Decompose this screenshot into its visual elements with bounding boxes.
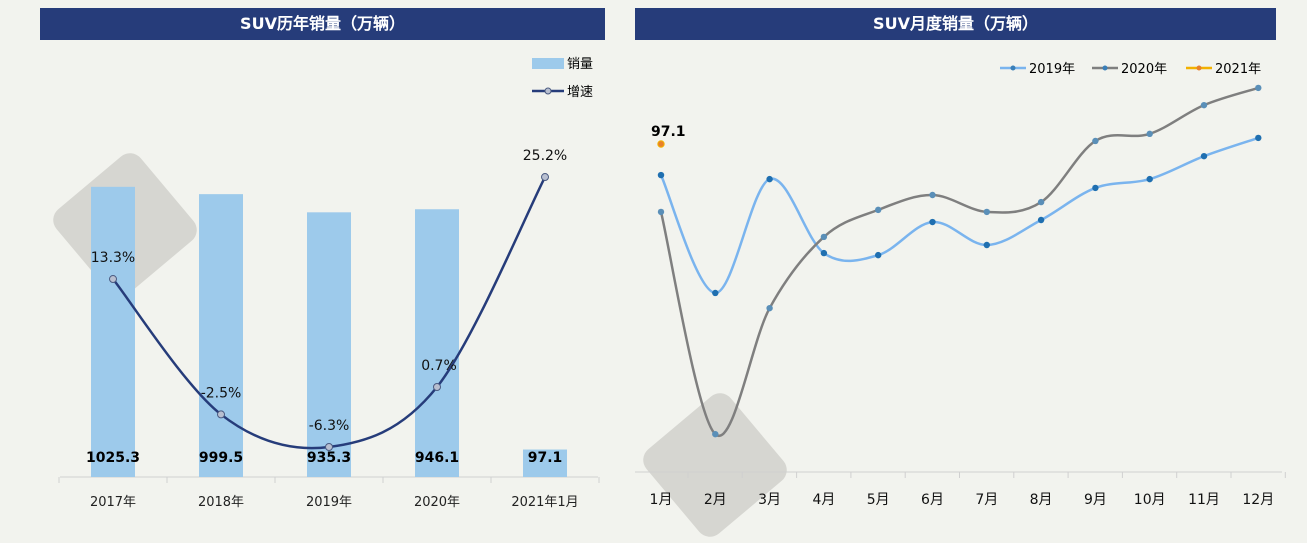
x-tick-label: 4月 xyxy=(812,492,835,508)
x-tick-label: 1月 xyxy=(650,492,673,508)
data-point xyxy=(1037,216,1045,224)
growth-label: 0.7% xyxy=(421,358,457,374)
data-point xyxy=(1037,198,1045,206)
data-point xyxy=(983,208,990,216)
legend-marker xyxy=(1196,65,1202,71)
series-line-2020年 xyxy=(659,86,1259,438)
growth-point xyxy=(541,173,549,182)
x-tick-label: 11月 xyxy=(1188,492,1220,508)
legend-bar-swatch xyxy=(532,58,564,69)
data-point xyxy=(1092,137,1099,145)
bar xyxy=(91,186,135,478)
data-point xyxy=(875,251,882,259)
data-point xyxy=(657,208,665,216)
data-point xyxy=(983,241,990,249)
x-tick-label: 8月 xyxy=(1030,492,1053,508)
x-tick-label: 2019年 xyxy=(306,495,352,510)
x-tick-label: 2月 xyxy=(704,492,727,508)
x-tick-label: 2017年 xyxy=(90,495,136,510)
data-point xyxy=(712,430,719,438)
bar-label: 1025.3 xyxy=(86,450,140,466)
left-chart-title: SUV历年销量（万辆） xyxy=(40,8,605,40)
x-tick-label: 2021年1月 xyxy=(511,495,578,510)
watermark-logo-icon xyxy=(643,393,787,537)
legend-marker xyxy=(1010,65,1016,71)
x-tick-label: 9月 xyxy=(1084,492,1107,508)
series-line-2019年 xyxy=(659,136,1259,295)
legend-marker xyxy=(1102,65,1108,71)
legend-label: 2020年 xyxy=(1121,62,1167,77)
bar xyxy=(199,194,243,478)
data-point xyxy=(1255,84,1262,92)
growth-label: 13.3% xyxy=(91,250,135,266)
bar-label: 999.5 xyxy=(199,450,243,466)
legend-label: 销量 xyxy=(567,57,593,72)
growth-label: -2.5% xyxy=(201,385,242,401)
data-point xyxy=(766,304,773,312)
data-point xyxy=(1092,184,1099,192)
legend-label: 2019年 xyxy=(1029,62,1075,77)
data-point xyxy=(1200,152,1208,160)
growth-point xyxy=(109,275,117,284)
data-point xyxy=(1255,134,1262,142)
growth-label: -6.3% xyxy=(309,418,350,434)
legend-label: 2021年 xyxy=(1215,62,1261,77)
growth-point xyxy=(325,442,333,451)
x-tick-label: 7月 xyxy=(975,492,998,508)
data-label-2021: 97.1 xyxy=(651,124,686,140)
data-point xyxy=(657,171,665,179)
data-point xyxy=(766,175,773,183)
bar xyxy=(523,449,567,477)
data-point xyxy=(1146,130,1153,138)
x-tick-label: 3月 xyxy=(758,492,781,508)
bar-label: 97.1 xyxy=(528,450,563,466)
data-point xyxy=(1146,175,1153,183)
data-point xyxy=(1200,101,1208,109)
data-point xyxy=(712,289,719,297)
x-tick-label: 6月 xyxy=(921,492,944,508)
x-tick-label: 2020年 xyxy=(414,495,460,510)
data-point xyxy=(820,233,828,241)
x-tick-label: 12月 xyxy=(1242,492,1274,508)
data-point-2021 xyxy=(657,140,665,148)
data-point xyxy=(929,191,936,199)
legend-marker xyxy=(544,87,552,95)
bar-label: 935.3 xyxy=(307,450,351,466)
data-point xyxy=(875,206,882,214)
data-point xyxy=(929,218,936,226)
growth-label: 25.2% xyxy=(523,148,567,164)
legend-label: 增速 xyxy=(567,85,593,100)
x-tick-label: 5月 xyxy=(867,492,890,508)
x-tick-label: 10月 xyxy=(1134,492,1166,508)
bar-label: 946.1 xyxy=(415,450,459,466)
data-point xyxy=(820,249,828,257)
growth-line xyxy=(112,176,547,450)
right-chart-title: SUV月度销量（万辆） xyxy=(635,8,1276,40)
x-tick-label: 2018年 xyxy=(198,495,244,510)
growth-point xyxy=(433,383,441,392)
bar xyxy=(415,209,459,477)
growth-point xyxy=(217,410,225,419)
bar xyxy=(307,212,351,477)
